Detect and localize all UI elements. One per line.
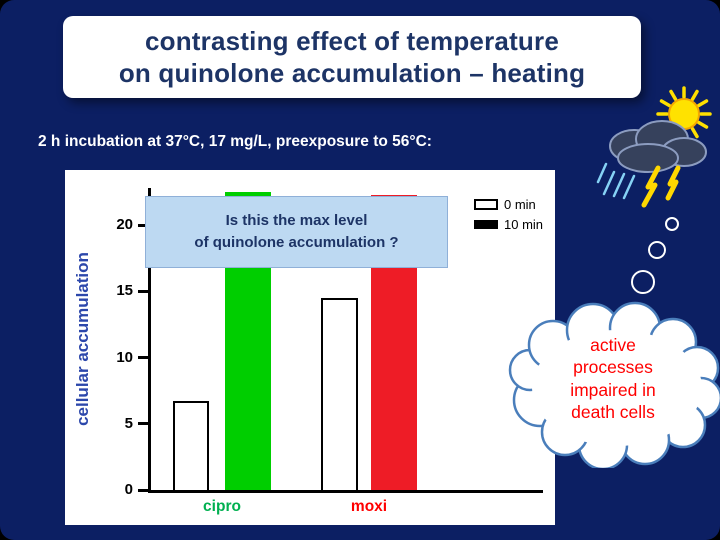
thought-bubble-text: active processes impaired in death cells	[570, 335, 656, 423]
y-tick-label: 20	[116, 216, 133, 234]
y-tick-label: 5	[124, 414, 133, 432]
page-title: contrasting effect of temperature on qui…	[118, 25, 586, 89]
legend-swatch-open-icon	[474, 199, 498, 210]
lightning-icon	[641, 165, 681, 208]
y-tick-mark	[138, 356, 148, 360]
legend-label: 10 min	[504, 217, 544, 232]
legend-label: 0 min	[504, 197, 536, 212]
y-tick-mark	[138, 488, 148, 492]
y-tick-label: 0	[124, 481, 133, 498]
chart-panel: cellular accumulation 0 5 10 15 20 cipro moxi …	[65, 170, 555, 525]
y-axis-label: cellular accumulation	[73, 252, 92, 426]
chart-legend: 0 min 10 min	[474, 197, 543, 237]
storm-cloud-icon	[609, 120, 707, 173]
x-axis-label-moxi: moxi	[350, 498, 388, 515]
thought-bubble-icon	[508, 301, 720, 468]
rain-icon	[596, 162, 636, 200]
legend-item-10min: 10 min	[474, 217, 543, 232]
annotation-box: Is this the max level of quinolone accum…	[145, 196, 448, 268]
legend-item-0min: 0 min	[474, 197, 543, 212]
y-tick-mark	[138, 223, 148, 227]
legend-swatch-filled-icon	[474, 220, 498, 229]
thought-trail-icon	[631, 217, 679, 294]
bar-cipro-0min	[173, 401, 209, 490]
x-axis-label-cipro: cipro	[203, 498, 241, 515]
subtitle: 2 h incubation at 37°C, 17 mg/L, preexpo…	[38, 133, 432, 150]
y-tick-label: 15	[116, 282, 133, 300]
y-tick-mark	[138, 422, 148, 426]
title-box: contrasting effect of temperature on qui…	[63, 16, 641, 98]
sun-storm-graphic	[596, 86, 712, 208]
bar-moxi-0min	[321, 297, 358, 490]
y-tick-label: 10	[116, 348, 133, 366]
y-tick-mark	[138, 289, 148, 293]
